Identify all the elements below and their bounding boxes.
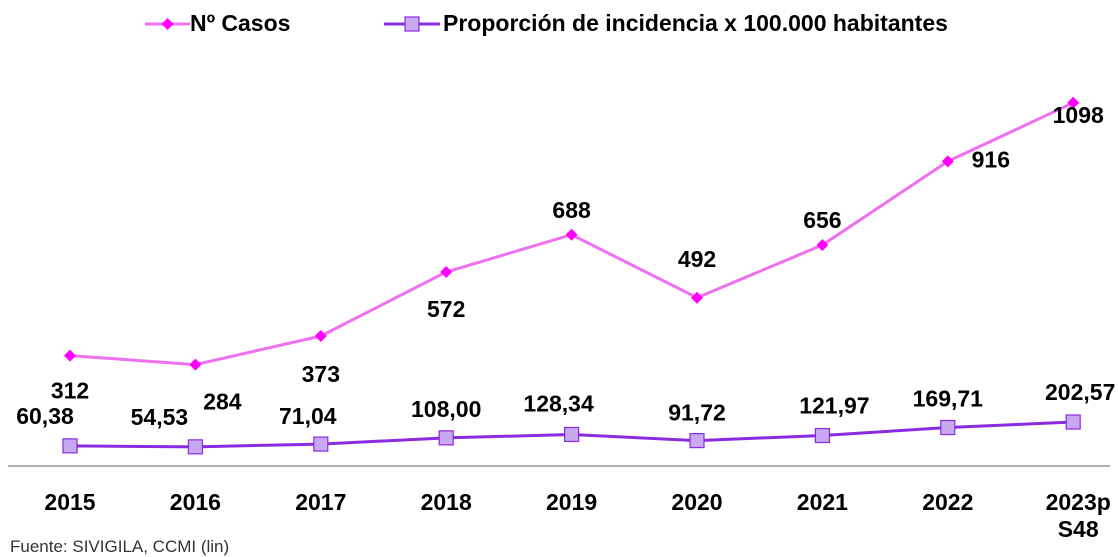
marker (691, 291, 703, 304)
marker (563, 426, 580, 443)
data-label: 108,00 (411, 396, 481, 422)
data-label: 54,53 (131, 404, 189, 430)
data-label: 284 (203, 389, 242, 415)
marker (438, 430, 454, 446)
data-label: 492 (678, 246, 716, 272)
data-label: 202,57 (1045, 379, 1115, 405)
x-tick-label: 2019 (546, 489, 598, 515)
data-label: 71,04 (279, 403, 337, 429)
marker (64, 349, 76, 362)
data-label: 1098 (1053, 102, 1104, 128)
x-tick-label: 2022 (922, 489, 974, 515)
marker (161, 18, 174, 30)
marker (1067, 96, 1080, 109)
marker (314, 330, 327, 343)
marker (440, 266, 453, 279)
legend-label: Nº Casos (190, 10, 290, 36)
data-label: 572 (427, 296, 465, 322)
marker (814, 427, 831, 444)
data-label: 169,71 (913, 386, 984, 412)
marker (940, 419, 956, 436)
data-label: 916 (972, 146, 1010, 172)
marker (565, 228, 578, 241)
data-label: 656 (803, 207, 841, 233)
data-label: 688 (552, 197, 591, 223)
data-label: 60,38 (16, 403, 74, 429)
marker (189, 358, 202, 371)
x-tick-label: 2018 (420, 489, 472, 515)
marker (941, 155, 954, 168)
marker (187, 439, 203, 455)
data-label: 91,72 (668, 400, 726, 426)
data-label: 312 (51, 378, 89, 404)
data-label: 128,34 (523, 391, 594, 417)
legend-label: Proporción de incidencia x 100.000 habit… (443, 10, 948, 36)
x-tick-label: 2021 (796, 489, 848, 515)
marker (816, 238, 829, 251)
x-tick-label: 2017 (295, 489, 347, 515)
x-tick-label: 2023p S48 (1045, 489, 1111, 542)
x-tick-label: 2016 (169, 489, 221, 515)
x-tick-label: 2020 (671, 489, 723, 515)
x-tick-label: 2015 (44, 489, 96, 515)
marker (404, 16, 420, 32)
marker (689, 433, 705, 449)
data-label: 121,97 (799, 393, 869, 419)
source: Fuente: SIVIGILA, CCMI (lin) (10, 537, 230, 556)
marker (62, 438, 78, 454)
data-label: 373 (302, 361, 340, 387)
marker (1065, 414, 1081, 430)
marker (313, 436, 329, 452)
